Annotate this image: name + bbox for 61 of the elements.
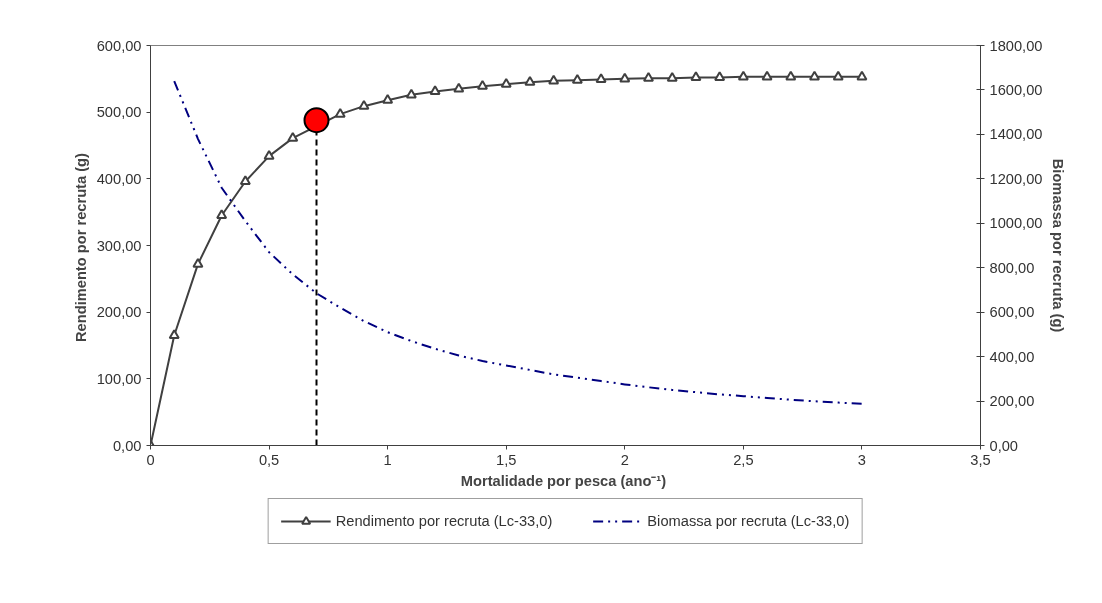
- x-tick-label: 1: [383, 451, 392, 468]
- x-tick-label: 0: [146, 451, 155, 468]
- point: [856, 70, 868, 81]
- y2-tick-label: 1400,00: [989, 126, 1043, 143]
- line-series: [173, 80, 863, 405]
- y2-tick-label: 0,00: [989, 437, 1019, 454]
- point: [619, 72, 631, 83]
- point: [382, 93, 394, 104]
- point: [548, 74, 560, 85]
- point: [287, 131, 299, 142]
- x-tick-label: 1,5: [496, 451, 517, 468]
- point: [761, 70, 773, 81]
- point: [737, 70, 749, 81]
- y2-tick-label: 1000,00: [989, 215, 1043, 232]
- point: [809, 70, 820, 81]
- point: [785, 70, 797, 81]
- y2-tick-label: 400,00: [989, 348, 1035, 365]
- y2-tick-label: 800,00: [989, 259, 1035, 276]
- y2-tick-label: 1200,00: [989, 170, 1043, 187]
- point: [714, 71, 726, 82]
- x-axis-title: Mortalidade por pesca (ano⁻¹): [460, 472, 667, 489]
- y-tick-label: 0,00: [112, 437, 142, 454]
- point: [358, 99, 370, 110]
- point: [595, 73, 607, 84]
- y2-axis-title: Biomassa por recruta (g): [1050, 158, 1067, 333]
- x-tick-label: 2,5: [733, 451, 754, 468]
- y-tick-label: 500,00: [96, 104, 142, 121]
- point: [524, 75, 536, 86]
- point: [263, 149, 275, 160]
- y2-tick-label: 1600,00: [989, 81, 1043, 98]
- point: [500, 77, 512, 88]
- y-axis-title: Rendimento por recruta (g): [72, 152, 89, 342]
- y-tick-label: 300,00: [96, 237, 142, 254]
- point: [334, 107, 346, 118]
- point: [832, 70, 844, 81]
- y2-tick-label: 200,00: [989, 393, 1035, 410]
- point: [453, 82, 465, 93]
- point: [168, 329, 180, 340]
- y2-tick-label: 1800,00: [989, 37, 1043, 54]
- x-tick-label: 3,5: [970, 451, 991, 468]
- point: [303, 107, 330, 134]
- y-tick-label: 400,00: [96, 170, 142, 187]
- point: [666, 71, 678, 82]
- point: [216, 209, 228, 220]
- point: [643, 71, 654, 82]
- point: [192, 257, 204, 268]
- point: [690, 71, 702, 82]
- y-tick-label: 100,00: [96, 370, 142, 387]
- point: [571, 73, 583, 84]
- point: [239, 175, 251, 186]
- y-tick-label: 600,00: [96, 37, 142, 54]
- y2-tick-label: 600,00: [989, 304, 1035, 321]
- legend-label: Rendimento por recruta (Lc-33,0): [335, 513, 553, 529]
- point: [405, 88, 417, 99]
- x-tick-label: 2: [620, 451, 629, 468]
- x-tick-label: 0,5: [258, 451, 280, 468]
- legend-label: Biomassa por recruta (Lc-33,0): [647, 513, 850, 529]
- y-tick-label: 200,00: [96, 304, 142, 321]
- point: [477, 79, 488, 90]
- point: [429, 85, 441, 96]
- x-tick-label: 3: [857, 451, 867, 468]
